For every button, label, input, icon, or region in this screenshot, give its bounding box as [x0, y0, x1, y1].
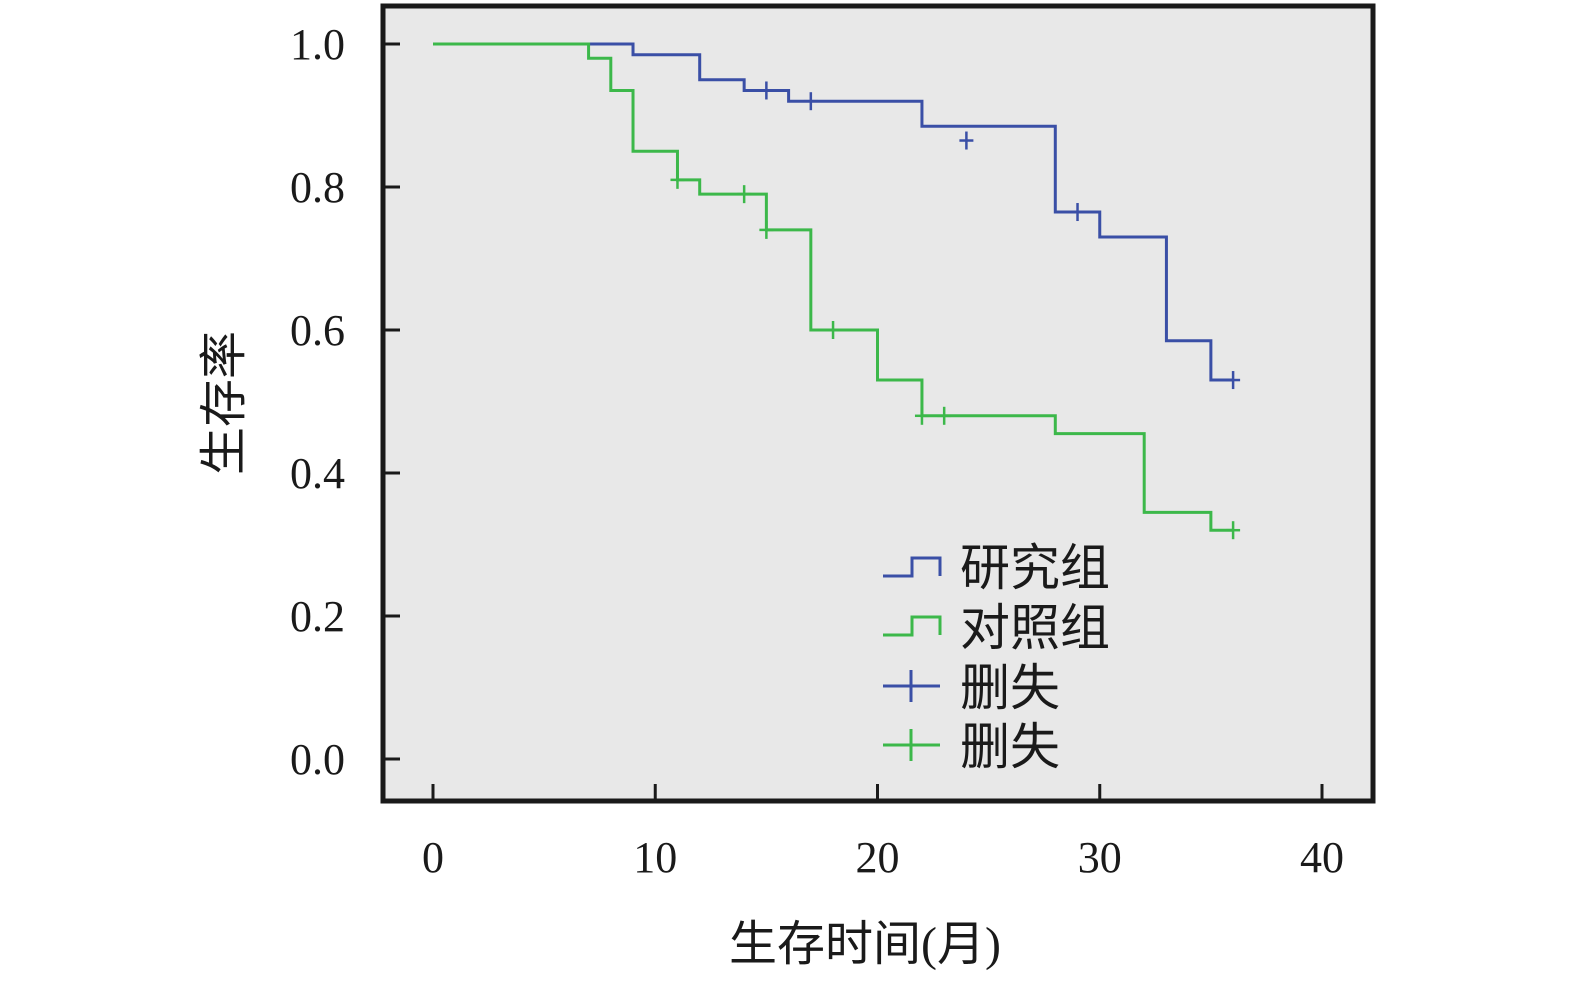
legend-label-study: 研究组 — [960, 540, 1110, 596]
censor-mark — [914, 406, 929, 425]
y-tick-label: 0.0 — [290, 735, 345, 784]
censor-mark — [759, 220, 774, 239]
plot-background — [380, 3, 1376, 804]
legend-label-control: 对照组 — [960, 600, 1110, 656]
y-tick-label: 0.4 — [290, 449, 345, 498]
x-axis: 0 10 20 30 40 — [422, 784, 1344, 882]
y-tick-label: 0.8 — [290, 163, 345, 212]
legend-swatch-censored-study — [883, 670, 940, 702]
y-tick-label: 0.6 — [290, 306, 345, 355]
series-line-control — [433, 42, 1234, 532]
x-tick-label: 30 — [1078, 833, 1122, 882]
x-tick-label: 40 — [1300, 833, 1344, 882]
censor-mark — [959, 131, 974, 150]
y-axis: 0.0 0.2 0.4 0.6 0.8 1.0 — [290, 20, 400, 784]
x-axis-title: 生存时间(月) — [729, 918, 1001, 971]
legend: 研究组 对照组 删失 删失 — [883, 540, 1110, 775]
censor-mark — [803, 92, 818, 111]
y-tick-label: 1.0 — [290, 20, 345, 69]
censor-mark — [937, 406, 952, 425]
censor-mark — [1070, 203, 1085, 222]
legend-label-censored-control: 删失 — [960, 719, 1060, 775]
legend-swatch-censored-control — [883, 729, 940, 761]
legend-swatch-control — [883, 615, 942, 637]
legend-swatch-study — [883, 556, 942, 578]
censor-mark — [759, 81, 774, 100]
x-tick-label: 0 — [422, 833, 444, 882]
y-axis-title: 生存率 — [198, 331, 251, 475]
x-tick-label: 10 — [633, 833, 677, 882]
series-layer — [433, 42, 1241, 540]
censor-mark — [826, 321, 841, 339]
x-tick-label: 20 — [856, 833, 900, 882]
y-tick-label: 0.2 — [290, 592, 345, 641]
censor-mark — [737, 185, 752, 204]
censor-mark — [1226, 521, 1241, 540]
censor-mark — [670, 170, 685, 189]
censor-mark — [1226, 371, 1241, 390]
series-line-study — [433, 42, 1234, 382]
legend-label-censored-study: 删失 — [960, 660, 1060, 716]
